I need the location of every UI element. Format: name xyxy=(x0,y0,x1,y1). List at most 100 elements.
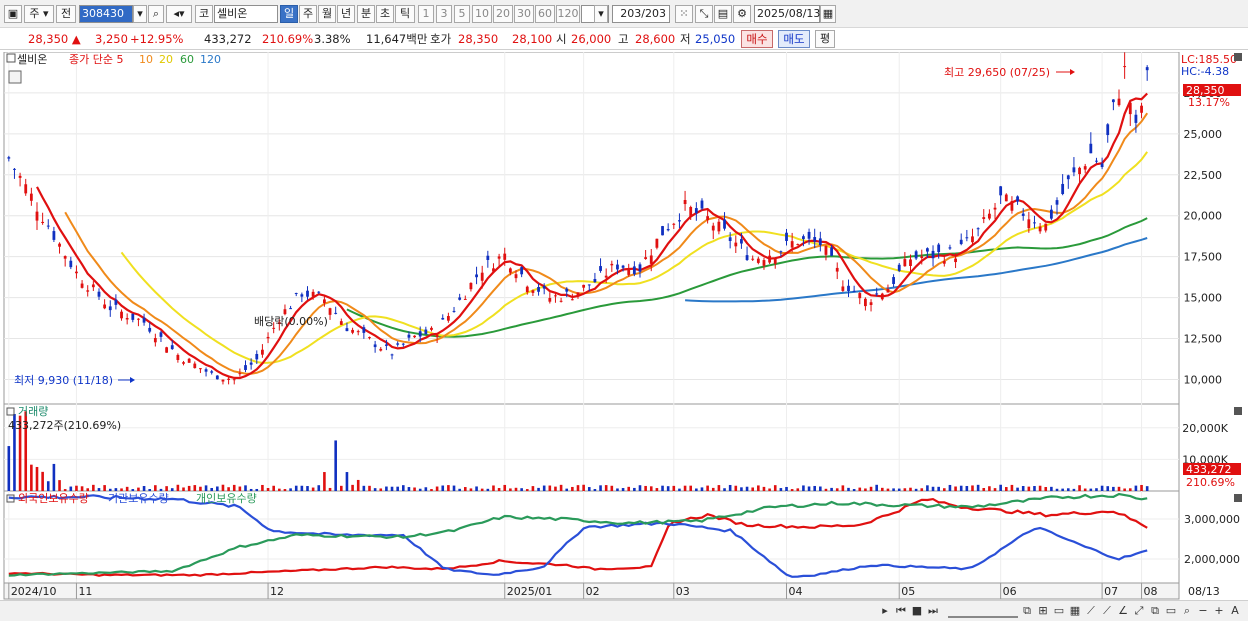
volume-bar xyxy=(1033,486,1036,491)
market-type-button[interactable]: 코 xyxy=(195,5,213,23)
interval-5-button[interactable]: 5 xyxy=(454,5,470,23)
legend-foreign: 외국인보유수량 xyxy=(18,492,89,505)
all-button[interactable]: 전 xyxy=(56,5,76,23)
interval-3-button[interactable]: 3 xyxy=(436,5,452,23)
volume-bar xyxy=(170,488,174,491)
zoom-slider[interactable] xyxy=(948,604,1018,618)
angle-icon[interactable]: ∠ xyxy=(1118,604,1128,617)
gear-icon[interactable]: ⚙ xyxy=(733,5,751,23)
x-axis-strip xyxy=(3,582,1180,600)
scroll-end-icon[interactable]: ⏭ xyxy=(928,604,938,617)
volume-close-icon[interactable] xyxy=(1234,407,1242,415)
period-week-button[interactable]: 주 xyxy=(299,5,317,23)
interval-1-button[interactable]: 1 xyxy=(418,5,434,23)
zoom-in-icon[interactable]: + xyxy=(1214,604,1224,617)
speaker-icon[interactable]: ◂▾ xyxy=(166,5,192,23)
interval-dropdown-icon[interactable]: ▾ xyxy=(594,5,608,23)
price-tick-label: 15,000 xyxy=(1184,292,1223,305)
font-size-icon[interactable]: A xyxy=(1231,604,1239,617)
interval-10-button[interactable]: 10 xyxy=(472,5,492,23)
volume-bar xyxy=(441,485,445,491)
volume-bar xyxy=(695,488,698,491)
volume-bar xyxy=(892,488,895,491)
candle-body xyxy=(58,243,61,247)
volume-bar xyxy=(1134,485,1138,491)
volume-bar xyxy=(773,485,777,491)
candle-body xyxy=(97,291,101,297)
volume-bar xyxy=(413,487,416,491)
candle-body xyxy=(165,347,169,353)
volume-bar xyxy=(655,488,659,491)
save-icon[interactable]: ▤ xyxy=(714,5,732,23)
buy-button[interactable]: 매수 xyxy=(741,30,773,48)
panel-icon[interactable]: ▭ xyxy=(1053,604,1065,617)
window-icon[interactable]: ▣ xyxy=(4,5,22,23)
search-icon[interactable]: ⌕ xyxy=(148,5,164,23)
candle-body xyxy=(1072,167,1076,173)
market-select[interactable]: 주 ▾ xyxy=(24,5,54,23)
period-day-button[interactable]: 일 xyxy=(280,5,298,23)
stock-name-field[interactable]: 셀비온 xyxy=(214,5,278,23)
volume-bar xyxy=(13,413,16,491)
candle-body xyxy=(554,295,557,297)
candle-body xyxy=(813,237,817,242)
candle-body xyxy=(277,322,281,325)
interval-60-button[interactable]: 60 xyxy=(535,5,555,23)
holders-close-icon[interactable] xyxy=(1234,494,1242,502)
sell-button[interactable]: 매도 xyxy=(778,30,810,48)
data-count-field[interactable]: 203/203 xyxy=(612,5,670,23)
volume-bar xyxy=(238,486,242,491)
period-month-button[interactable]: 월 xyxy=(318,5,336,23)
open-price: 26,000 xyxy=(571,32,612,46)
candle-body xyxy=(497,256,501,259)
period-second-button[interactable]: 초 xyxy=(376,5,394,23)
split-icon[interactable]: ⊞ xyxy=(1038,604,1048,617)
candle-body xyxy=(283,309,287,315)
panel-menu-icon[interactable] xyxy=(6,53,16,63)
volume-bar xyxy=(633,487,636,491)
candle-body xyxy=(587,284,591,286)
volume-bar xyxy=(559,484,563,491)
candle-body xyxy=(390,354,394,356)
code-dropdown-icon[interactable]: ▾ xyxy=(133,5,147,23)
crosshair-icon[interactable]: ⤡ xyxy=(695,5,713,23)
code-input[interactable]: 308430 xyxy=(79,5,133,23)
grid-toggle-icon[interactable]: ▦ xyxy=(1069,604,1081,617)
candle-body xyxy=(114,299,118,305)
zoom-out-icon[interactable]: − xyxy=(1198,604,1208,617)
paste-icon[interactable]: ▭ xyxy=(1165,604,1177,617)
copy-icon[interactable]: ⧉ xyxy=(1151,604,1159,617)
stop-icon[interactable]: ■ xyxy=(911,604,923,617)
eval-button[interactable]: 평 xyxy=(815,30,835,48)
chart-table-icon[interactable] xyxy=(8,70,22,84)
candle-body xyxy=(751,258,755,260)
volume-last-pct: 210.69% xyxy=(1186,476,1235,489)
candle-body xyxy=(120,311,123,319)
interval-20-button[interactable]: 20 xyxy=(493,5,513,23)
stock-chart[interactable]: 27,50025,00022,50020,00017,50015,00012,5… xyxy=(0,51,1248,600)
period-year-button[interactable]: 년 xyxy=(337,5,355,23)
candle-body xyxy=(300,294,304,297)
candle-body xyxy=(193,363,197,369)
layout-icon[interactable]: ⧉ xyxy=(1023,604,1031,617)
price-close-icon[interactable] xyxy=(1234,53,1242,61)
period-tick-button[interactable]: 틱 xyxy=(395,5,415,23)
candle-body xyxy=(520,267,524,275)
magnifier-icon[interactable]: ⌕ xyxy=(1183,604,1191,617)
interval-30-button[interactable]: 30 xyxy=(514,5,534,23)
fibo-icon[interactable]: ⤢ xyxy=(1134,604,1144,617)
chart-canvas[interactable]: 27,50025,00022,50020,00017,50015,00012,5… xyxy=(0,51,1248,600)
date-field[interactable]: 2025/08/13 xyxy=(754,5,820,23)
period-minute-button[interactable]: 분 xyxy=(357,5,375,23)
trend-line-icon[interactable]: ⟋ xyxy=(1087,604,1095,617)
ruler-icon[interactable]: ⟋ xyxy=(1103,604,1111,617)
holders-panel-menu-icon[interactable] xyxy=(6,494,15,503)
interval-120-button[interactable]: 120 xyxy=(556,5,580,23)
scroll-right-icon[interactable]: ▸ xyxy=(882,604,888,617)
volume-panel-menu-icon[interactable] xyxy=(6,407,15,416)
candle-body xyxy=(858,293,862,299)
grid-icon[interactable]: ⁙ xyxy=(675,5,693,23)
calendar-icon[interactable]: ▦ xyxy=(820,5,836,23)
candle-body xyxy=(661,226,664,236)
scroll-start-icon[interactable]: ⏮ xyxy=(896,604,906,617)
